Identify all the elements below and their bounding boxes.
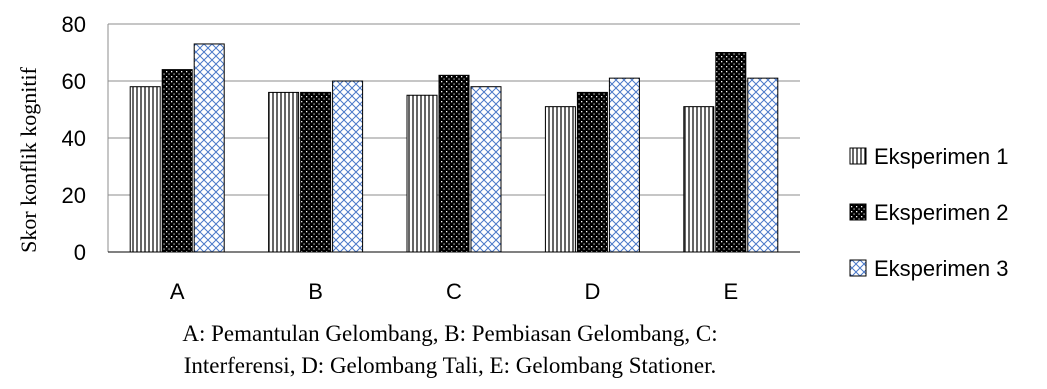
y-tick-label: 20	[62, 183, 86, 208]
bar-D-series-3	[608, 77, 640, 253]
y-tick-label: 80	[62, 12, 86, 37]
x-tick-label: E	[723, 279, 738, 304]
legend-swatch-1	[849, 147, 867, 165]
legend-label-3: Eksperimen 3	[874, 256, 1009, 281]
y-tick-label: 60	[62, 69, 86, 94]
y-axis-label: Skor konflik kognitif	[16, 66, 41, 252]
legend-label-2: Eksperimen 2	[874, 200, 1009, 225]
caption-line-2: Interferensi, D: Gelombang Tali, E: Gelo…	[183, 353, 717, 378]
legend-swatch-3	[849, 259, 867, 277]
bar-D-series-2	[576, 91, 608, 253]
x-tick-label: B	[308, 279, 323, 304]
caption-line-1: A: Pemantulan Gelombang, B: Pembiasan Ge…	[182, 321, 718, 346]
y-tick-label: 40	[62, 126, 86, 151]
bar-B-series-2	[300, 91, 332, 253]
x-tick-label: A	[170, 279, 185, 304]
bar-A-series-2	[161, 69, 193, 253]
legend-swatch-2	[849, 203, 867, 221]
bar-E-series-3	[747, 77, 779, 253]
bar-A-series-1	[129, 86, 161, 253]
bar-B-series-3	[332, 80, 364, 253]
x-tick-label: D	[584, 279, 600, 304]
y-tick-label: 0	[74, 240, 86, 265]
bar-E-series-1	[683, 106, 715, 253]
bar-D-series-1	[544, 106, 576, 253]
bar-A-series-3	[193, 43, 225, 253]
x-tick-label: C	[446, 279, 462, 304]
bar-B-series-1	[268, 91, 300, 253]
legend-label-1: Eksperimen 1	[874, 144, 1009, 169]
legend: Eksperimen 1 Eksperimen 2 Eksperimen 3	[849, 144, 1009, 281]
bar-C-series-1	[406, 94, 438, 253]
bar-C-series-3	[470, 86, 502, 253]
figure-caption: A: Pemantulan Gelombang, B: Pembiasan Ge…	[100, 318, 800, 382]
bar-C-series-2	[438, 74, 470, 253]
bar-E-series-2	[715, 52, 747, 253]
